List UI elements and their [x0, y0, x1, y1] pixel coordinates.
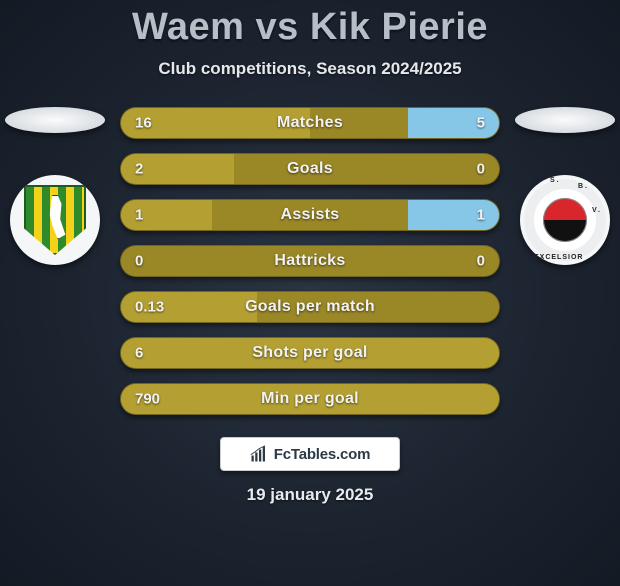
- right-player-column: S. B. V. EXCELSIOR: [510, 107, 620, 265]
- stat-right-value: 0: [477, 161, 485, 178]
- stat-label: Hattricks: [121, 252, 499, 270]
- right-club-crest: S. B. V. EXCELSIOR: [520, 175, 610, 265]
- comparison-panel: 16Matches52Goals01Assists10Hattricks00.1…: [0, 107, 620, 415]
- subtitle: Club competitions, Season 2024/2025: [0, 59, 620, 79]
- stat-right-value: 0: [477, 253, 485, 270]
- player-silhouette-left: [5, 107, 105, 133]
- stat-bar: 1Assists1: [120, 199, 500, 231]
- infographic-date: 19 january 2025: [0, 485, 620, 505]
- stat-label: Goals per match: [121, 298, 499, 316]
- chart-bars-icon: [250, 445, 268, 463]
- page-title: Waem vs Kik Pierie: [0, 6, 620, 49]
- stat-bar: 16Matches5: [120, 107, 500, 139]
- brand-badge[interactable]: FcTables.com: [220, 437, 400, 471]
- stat-right-value: 1: [477, 207, 485, 224]
- stat-bars: 16Matches52Goals01Assists10Hattricks00.1…: [120, 107, 500, 415]
- brand-text: FcTables.com: [274, 446, 371, 463]
- stat-label: Goals: [121, 160, 499, 178]
- stat-bar: 0Hattricks0: [120, 245, 500, 277]
- stat-bar: 790Min per goal: [120, 383, 500, 415]
- left-player-column: [0, 107, 110, 265]
- stat-bar: 2Goals0: [120, 153, 500, 185]
- stat-label: Assists: [121, 206, 499, 224]
- ado-den-haag-crest: [10, 175, 100, 265]
- stat-right-value: 5: [477, 115, 485, 132]
- player-silhouette-right: [515, 107, 615, 133]
- stat-bar: 6Shots per goal: [120, 337, 500, 369]
- stat-label: Shots per goal: [121, 344, 499, 362]
- excelsior-ring-text: S. B. V. EXCELSIOR: [520, 175, 610, 265]
- excelsior-crest: S. B. V. EXCELSIOR: [520, 175, 610, 265]
- stat-label: Min per goal: [121, 390, 499, 408]
- left-club-crest: [10, 175, 100, 265]
- stat-bar: 0.13Goals per match: [120, 291, 500, 323]
- stat-label: Matches: [121, 114, 499, 132]
